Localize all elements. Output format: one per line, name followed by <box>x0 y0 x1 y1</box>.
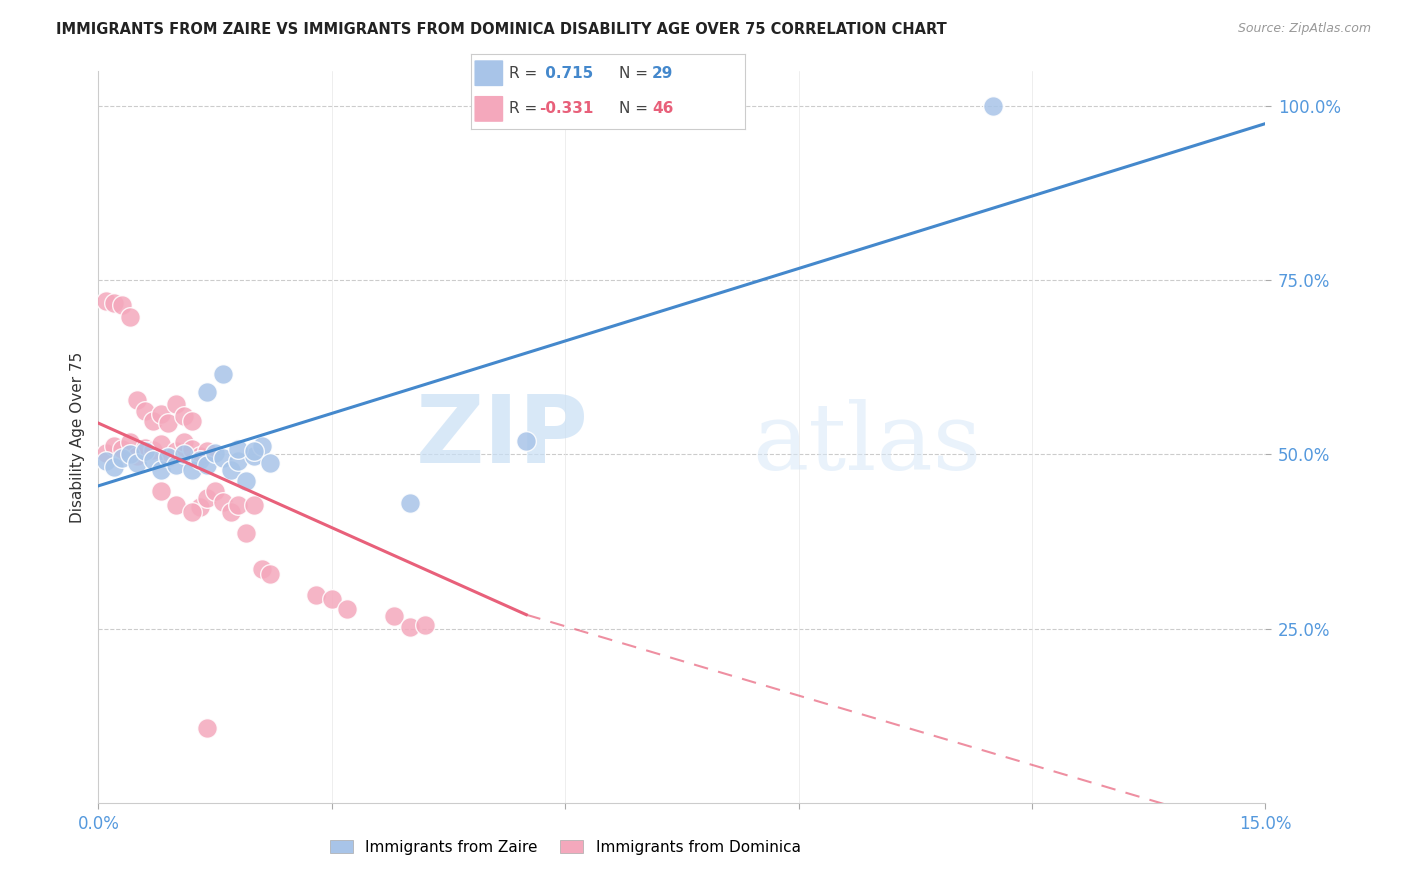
Point <box>118 434 141 449</box>
Point <box>195 458 218 472</box>
Point <box>118 310 141 324</box>
Point <box>173 448 195 462</box>
Point <box>382 609 405 624</box>
Point <box>165 498 187 512</box>
Text: ZIP: ZIP <box>416 391 589 483</box>
Point <box>212 450 235 465</box>
Point <box>250 439 273 453</box>
Point <box>111 442 134 456</box>
Text: R =: R = <box>509 66 543 81</box>
Point <box>235 474 257 488</box>
Point <box>243 444 266 458</box>
Point <box>180 414 202 428</box>
Point <box>981 99 1004 113</box>
Point <box>212 368 235 382</box>
Point <box>212 495 235 509</box>
Point <box>127 456 149 470</box>
Point <box>96 446 118 460</box>
Text: 46: 46 <box>652 102 673 116</box>
Point <box>165 458 187 472</box>
Text: -0.331: -0.331 <box>540 102 593 116</box>
Point <box>195 721 218 735</box>
Point <box>336 602 359 616</box>
Point <box>165 444 187 458</box>
Point <box>157 450 180 465</box>
Point <box>219 505 242 519</box>
Text: N =: N = <box>619 66 652 81</box>
Point <box>142 414 165 428</box>
Text: atlas: atlas <box>752 400 981 490</box>
Point <box>259 567 281 582</box>
Point <box>219 463 242 477</box>
Point <box>127 393 149 408</box>
Point <box>103 295 125 310</box>
Text: N =: N = <box>619 102 652 116</box>
Point <box>305 588 328 602</box>
Point <box>235 525 257 540</box>
Point <box>157 450 180 465</box>
Text: IMMIGRANTS FROM ZAIRE VS IMMIGRANTS FROM DOMINICA DISABILITY AGE OVER 75 CORRELA: IMMIGRANTS FROM ZAIRE VS IMMIGRANTS FROM… <box>56 22 948 37</box>
Point <box>149 463 172 477</box>
Point <box>103 439 125 453</box>
Text: 29: 29 <box>652 66 673 81</box>
Point <box>188 453 211 467</box>
Point <box>165 397 187 411</box>
Point <box>180 463 202 477</box>
Point <box>398 496 420 510</box>
FancyBboxPatch shape <box>474 95 503 122</box>
Point <box>149 407 172 421</box>
Point <box>134 404 156 418</box>
Point <box>243 449 266 463</box>
Point <box>204 446 226 460</box>
Legend: Immigrants from Zaire, Immigrants from Dominica: Immigrants from Zaire, Immigrants from D… <box>323 834 807 861</box>
Point <box>180 505 202 519</box>
Point <box>195 384 218 399</box>
Text: 0.715: 0.715 <box>540 66 593 81</box>
Point <box>188 500 211 514</box>
Text: R =: R = <box>509 102 543 116</box>
Point <box>195 444 218 458</box>
Text: Source: ZipAtlas.com: Source: ZipAtlas.com <box>1237 22 1371 36</box>
Point <box>96 294 118 309</box>
Point <box>157 416 180 430</box>
Point <box>134 441 156 455</box>
Point <box>188 449 211 463</box>
Point <box>127 449 149 463</box>
Point <box>149 437 172 451</box>
Point <box>180 442 202 456</box>
Point <box>515 434 537 448</box>
Point <box>250 562 273 576</box>
Point <box>228 454 250 468</box>
Point <box>195 491 218 505</box>
FancyBboxPatch shape <box>474 60 503 87</box>
Point <box>228 498 250 512</box>
Point <box>204 483 226 498</box>
Y-axis label: Disability Age Over 75: Disability Age Over 75 <box>69 351 84 523</box>
Point <box>173 434 195 449</box>
Point <box>111 450 134 465</box>
Point <box>103 460 125 475</box>
Point <box>228 442 250 456</box>
Point <box>413 618 436 632</box>
Point <box>142 453 165 467</box>
Point <box>134 444 156 458</box>
Point <box>243 498 266 512</box>
Point <box>96 454 118 468</box>
Point <box>173 409 195 424</box>
Point <box>321 592 343 607</box>
Point <box>142 443 165 458</box>
Point <box>118 448 141 462</box>
Point <box>149 483 172 498</box>
Point <box>259 456 281 470</box>
Point <box>398 620 420 634</box>
Point <box>111 298 134 312</box>
